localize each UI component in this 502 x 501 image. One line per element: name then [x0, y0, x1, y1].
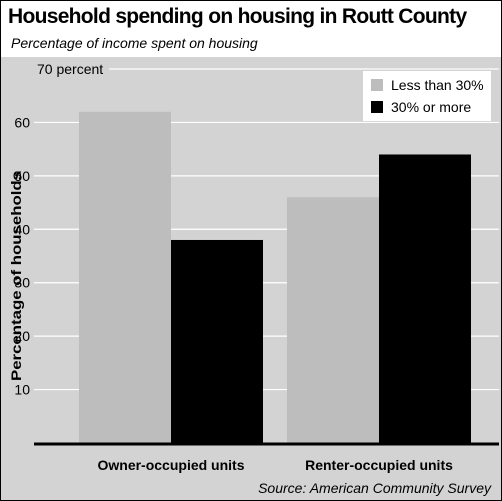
bar-30-or-more-owner	[171, 239, 263, 443]
bar-less-than-30-renter	[287, 197, 379, 443]
chart-subtitle: Percentage of income spent on housing	[11, 35, 258, 51]
y-axis-label: Percentage of households	[8, 171, 24, 381]
y-tick-label: 10	[14, 382, 30, 398]
plot-panel: 10 20 30 40 50 60 70 percent Percentage of hous…	[1, 57, 501, 500]
y-tick-label: 60	[14, 114, 30, 130]
bar-chart: 10 20 30 40 50 60 70 percent Percentage of hous…	[8, 61, 499, 473]
y-tick-label: 50	[14, 168, 30, 184]
x-category-label: Renter-occupied units	[305, 457, 453, 473]
y-tick-label: 40	[14, 221, 30, 237]
bar-less-than-30-owner	[79, 111, 171, 443]
legend-swatch	[371, 101, 383, 113]
y-tick-label: 30	[14, 275, 30, 291]
x-category-label: Owner-occupied units	[97, 457, 244, 473]
bar-30-or-more-renter	[379, 154, 471, 443]
legend-label: Less than 30%	[391, 77, 484, 93]
y-tick-label: 70 percent	[37, 61, 103, 77]
legend-swatch	[371, 79, 383, 91]
chart-title: Household spending on housing in Routt C…	[8, 5, 467, 28]
legend-label: 30% or more	[391, 99, 471, 115]
legend-box	[363, 71, 491, 121]
source-note: Source: American Community Survey	[258, 480, 491, 496]
y-tick-label: 20	[14, 328, 30, 344]
